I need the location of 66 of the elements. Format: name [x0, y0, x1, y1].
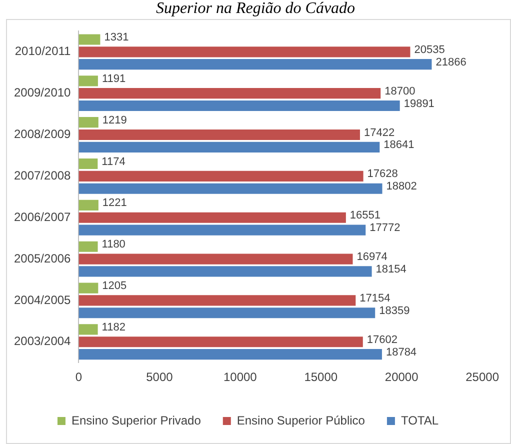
data-label: 17628: [367, 168, 398, 180]
data-label: 1182: [102, 321, 126, 334]
bar: [78, 117, 98, 128]
x-tick-label: 10000: [223, 370, 258, 384]
data-label: 1205: [102, 280, 127, 292]
data-label: 16551: [350, 210, 381, 222]
data-label: 18641: [384, 139, 414, 152]
data-label: 1174: [102, 156, 126, 168]
data-label: 1221: [102, 197, 127, 210]
chart-title: Superior na Região do Cávado: [154, 0, 356, 18]
data-label: 1180: [102, 238, 126, 251]
bar: [78, 308, 376, 318]
data-label: 18784: [386, 346, 417, 358]
data-label: 17154: [360, 292, 390, 304]
x-tick-label: 5000: [146, 370, 174, 384]
bar: [78, 59, 432, 70]
y-tick-label: 2009/2010: [14, 86, 72, 100]
y-tick-label: 2008/2009: [14, 127, 72, 142]
bar: [78, 158, 98, 170]
bar: [78, 336, 363, 348]
bar: [78, 170, 364, 182]
bar: [78, 129, 360, 140]
legend-label: Ensino Superior Público: [236, 413, 366, 428]
bar: [78, 46, 410, 58]
bar: [78, 183, 382, 194]
x-tick-label: 0: [75, 370, 82, 384]
data-label: 19891: [404, 98, 434, 110]
y-tick-label: 2005/2006: [14, 251, 72, 266]
bar: [78, 349, 382, 360]
y-tick-label: 2004/2005: [14, 292, 72, 307]
data-label: 1219: [102, 114, 127, 126]
data-label: 18700: [384, 85, 416, 98]
legend-label: TOTAL: [400, 413, 439, 428]
bar: [78, 142, 380, 152]
y-tick-label: 2006/2007: [14, 210, 72, 224]
legend-label: Ensino Superior Privado: [71, 413, 202, 428]
data-label: 16974: [356, 251, 388, 264]
bar: [78, 241, 98, 252]
bar: [78, 88, 381, 99]
x-tick-label: 25000: [466, 370, 500, 384]
data-label: 17772: [370, 222, 400, 234]
data-label: 20535: [414, 44, 445, 56]
data-label: 18802: [386, 180, 417, 193]
data-label: 17422: [364, 126, 395, 139]
data-label: 18359: [379, 304, 410, 317]
data-label: 17602: [366, 334, 398, 346]
bar: [78, 200, 98, 210]
bar: [78, 324, 98, 335]
bar: [78, 224, 366, 236]
bar: [78, 76, 98, 86]
y-tick-label: 2010/2011: [14, 44, 72, 58]
x-tick-label: 20000: [384, 370, 419, 384]
bar: [78, 100, 400, 112]
data-label: 1331: [104, 32, 129, 44]
bar: [78, 34, 100, 45]
bar: [78, 266, 372, 277]
bar: [78, 212, 346, 223]
bar: [78, 282, 98, 294]
y-tick-label: 2003/2004: [14, 334, 72, 348]
bar: [78, 295, 356, 306]
data-label: 1191: [102, 72, 126, 85]
x-tick-label: 15000: [304, 370, 338, 384]
bar: [78, 254, 353, 264]
y-tick-label: 2007/2008: [14, 168, 72, 182]
data-label: 21866: [436, 56, 466, 68]
data-label: 18154: [376, 263, 406, 276]
